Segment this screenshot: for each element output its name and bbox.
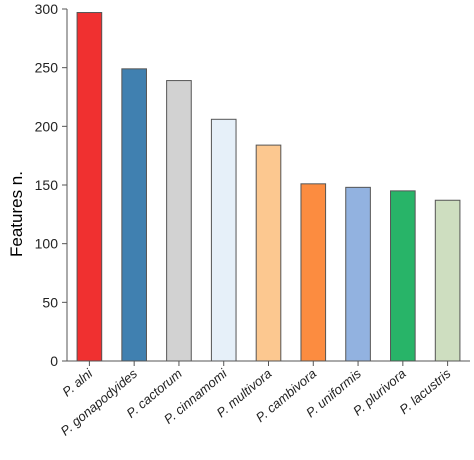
bar (121, 68, 147, 362)
y-tick-label: 200 (35, 118, 59, 134)
y-axis-label: Features n. (7, 171, 26, 257)
bar (434, 199, 461, 362)
bar (166, 80, 192, 362)
bar (255, 144, 282, 362)
bar (76, 12, 103, 362)
y-axis-ticks: 0 50 100 150 200 250 300 (35, 1, 67, 369)
bar (210, 118, 237, 362)
x-category-label: P. alni (59, 365, 96, 399)
y-tick-label: 150 (35, 177, 59, 193)
y-tick-label: 50 (42, 294, 58, 310)
bar (390, 190, 416, 362)
y-tick-label: 0 (50, 353, 58, 369)
y-tick-label: 300 (35, 1, 59, 17)
x-category-label: P. gonapodyides (58, 365, 141, 438)
bar (345, 186, 371, 362)
bars (76, 12, 461, 362)
bar (300, 183, 327, 362)
y-tick-label: 250 (35, 60, 59, 76)
y-tick-label: 100 (35, 236, 59, 252)
